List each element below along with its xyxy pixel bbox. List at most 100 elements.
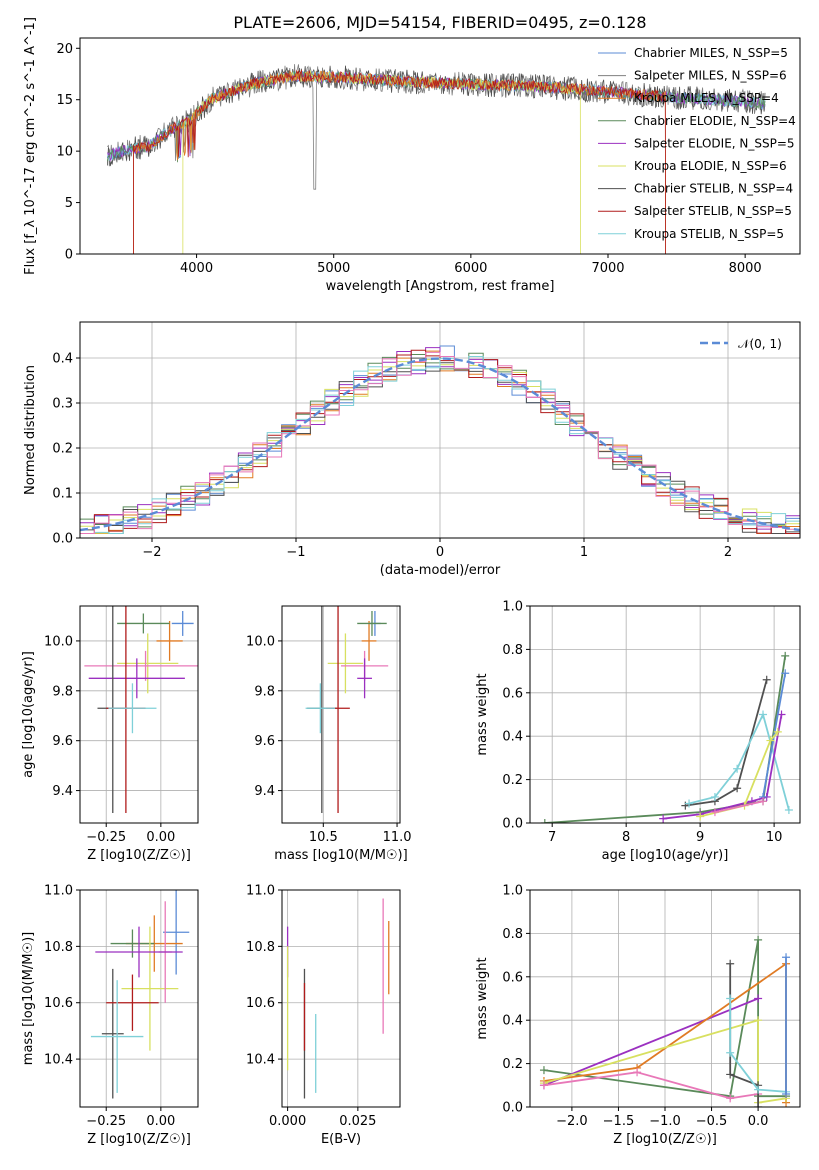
- y-axis-label: mass weight: [475, 957, 490, 1039]
- weight-marker: [539, 1066, 548, 1075]
- weight-marker: [726, 1070, 735, 1079]
- weight-marker: [777, 710, 786, 719]
- y-axis-label: mass [log10(M/M☉)]: [21, 932, 36, 1065]
- x-tick-label: 0: [436, 545, 444, 560]
- y-tick-label: 1.0: [502, 600, 523, 615]
- x-tick-label: 2: [724, 545, 732, 560]
- spectrum-series: [182, 69, 581, 254]
- weight-marker: [733, 764, 742, 773]
- y-tick-label: 0.4: [502, 730, 523, 745]
- grid-lines: [80, 889, 198, 1107]
- weight-series: [729, 998, 787, 1093]
- legend-label: Kroupa ELODIE, N_SSP=6: [634, 159, 787, 173]
- weight-marker: [784, 805, 793, 814]
- weight-marker: [782, 1089, 791, 1098]
- weight-vs-age-panel: 7 8 9 10 0.0 0.2 0.4 0.6 0.8 1.0 age [log10(age/yr…: [475, 600, 801, 863]
- y-tick-label: 0.3: [52, 397, 73, 412]
- x-tick-label: −0.5: [696, 1114, 728, 1129]
- x-tick-label: 5000: [317, 261, 350, 276]
- y-tick-label: 10.8: [246, 940, 275, 955]
- y-tick-label: 9.4: [254, 784, 275, 799]
- weight-marker: [782, 953, 791, 962]
- y-tick-label: 0.2: [502, 1057, 523, 1072]
- weight-series: [663, 714, 783, 820]
- y-tick-label: 10.6: [44, 996, 73, 1011]
- y-axis-label: mass weight: [475, 673, 490, 755]
- weight-marker: [759, 797, 768, 806]
- legend-label: 𝒩(0, 1): [738, 337, 782, 351]
- figure-title: PLATE=2606, MJD=54154, FIBERID=0495, z=0…: [233, 13, 646, 32]
- y-tick-label: 0.2: [52, 442, 73, 457]
- weight-series: [714, 800, 764, 813]
- legend-label: Salpeter ELODIE, N_SSP=5: [634, 136, 795, 150]
- y-axis-label: age [log10(age/yr)]: [21, 651, 36, 778]
- weight-series: [543, 1071, 759, 1100]
- x-tick-label: 7000: [591, 261, 624, 276]
- weight-marker: [754, 1085, 763, 1094]
- weight-series: [544, 655, 787, 823]
- grid-lines: [282, 606, 400, 823]
- legend-label: Kroupa STELIB, N_SSP=5: [634, 227, 784, 241]
- x-tick-label: 1: [580, 545, 588, 560]
- normal-curve: [80, 357, 800, 532]
- x-tick-label: −1.0: [649, 1114, 681, 1129]
- legend-label: Chabrier STELIB, N_SSP=4: [634, 182, 793, 196]
- weight-marker: [754, 1103, 763, 1107]
- legend-label: Chabrier ELODIE, N_SSP=4: [634, 114, 796, 128]
- axes-frame: [281, 605, 401, 824]
- weight-marker: [762, 675, 771, 684]
- y-tick-label: 0.4: [502, 1014, 523, 1029]
- y-tick-label: 0.8: [502, 643, 523, 658]
- weight-vs-metallicity-panel: −2.0 −1.5 −1.0 −0.5 0.0 0.0 0.2 0.4 0.6 0.8 1.0 Z […: [475, 884, 801, 1147]
- weight-marker: [733, 784, 742, 793]
- plot-area: [540, 651, 793, 823]
- axes-frame: [529, 889, 801, 1108]
- weight-series: [685, 679, 768, 807]
- weight-marker: [685, 799, 694, 808]
- weight-marker: [759, 710, 768, 719]
- y-tick-label: 10.4: [246, 1053, 275, 1068]
- weight-marker: [633, 1068, 642, 1077]
- x-tick-label: 0.025: [339, 1114, 376, 1129]
- x-axis-label: wavelength [Angstrom, rest frame]: [326, 279, 555, 294]
- y-tick-label: 0.4: [52, 352, 73, 367]
- y-axis-label: Flux [f_λ 10^-17 erg cm^-2 s^-1 A^-1]: [23, 17, 38, 275]
- x-tick-label: 4000: [180, 261, 213, 276]
- axes-frame: [79, 321, 801, 539]
- y-tick-label: 10.0: [44, 634, 73, 649]
- y-tick-label: 9.6: [254, 734, 275, 749]
- weight-marker: [726, 1094, 735, 1103]
- weight-marker: [754, 935, 763, 944]
- x-axis-label: E(B-V): [321, 1132, 361, 1147]
- x-tick-label: −1: [286, 545, 305, 560]
- x-tick-label: 8: [622, 830, 630, 845]
- y-tick-label: 10.6: [246, 996, 275, 1011]
- y-tick-label: 15: [56, 93, 73, 108]
- x-tick-label: −2.0: [556, 1114, 588, 1129]
- axes-frame: [529, 605, 801, 824]
- plot-area: [305, 606, 389, 814]
- weight-marker: [696, 812, 705, 821]
- y-tick-label: 0: [65, 248, 73, 263]
- x-tick-label: 8000: [729, 261, 762, 276]
- spectrum-series: [133, 69, 666, 254]
- x-tick-label: 7: [548, 830, 556, 845]
- grid-lines: [282, 889, 400, 1107]
- legend-label: Salpeter MILES, N_SSP=6: [634, 69, 787, 83]
- y-tick-label: 5: [65, 196, 73, 211]
- weight-marker: [710, 792, 719, 801]
- weight-marker: [710, 808, 719, 817]
- x-tick-label: −2: [142, 545, 161, 560]
- plot-area: [539, 935, 791, 1107]
- histogram-series: [80, 351, 800, 534]
- age-vs-mass-panel: 10.5 11.0 9.4 9.6 9.8 10.0 mass [log10(M/M☉)]: [246, 605, 412, 863]
- weight-marker: [754, 994, 763, 1003]
- residuals-panel: −2 −1 0 1 2 0.0 0.1 0.2 0.3 0.4 (data-model)/error…: [23, 321, 801, 578]
- plot-area: [286, 898, 390, 1099]
- spectrum-panel: 4000 5000 6000 7000 8000 0 5 10 15 20 wavelength […: [23, 17, 801, 294]
- x-tick-label: 10.5: [309, 830, 338, 845]
- x-tick-label: 0.0: [748, 1114, 769, 1129]
- plot-area: [80, 345, 800, 534]
- axes-frame: [79, 37, 801, 255]
